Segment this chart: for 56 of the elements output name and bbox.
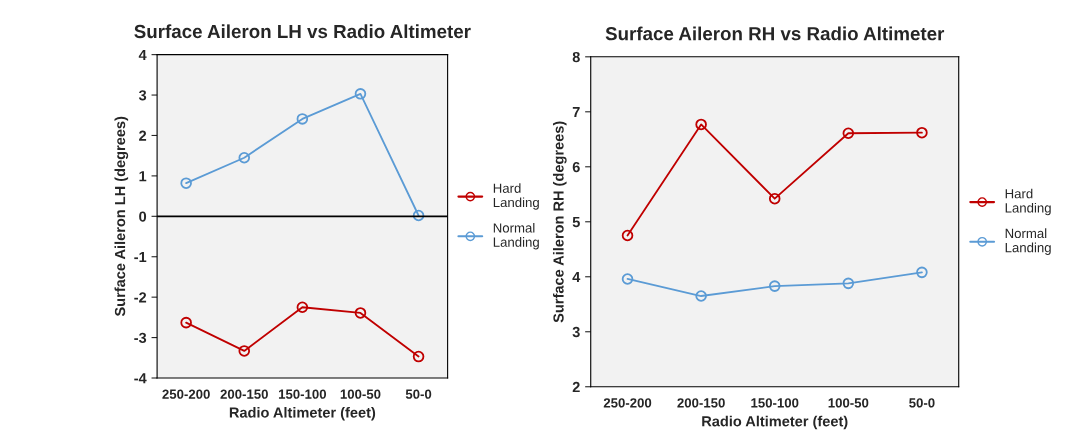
x-tick-label: 200-150 (220, 389, 268, 399)
y-tick-label: 3 (138, 90, 147, 101)
y-tick-label: 2 (139, 130, 147, 141)
point (916, 266, 928, 279)
point (180, 316, 192, 329)
legend-label: Normal Landing (493, 222, 539, 250)
point (238, 151, 251, 164)
y-tick-label: -1 (134, 251, 147, 263)
y-tick-label: -4 (134, 373, 147, 384)
point (621, 229, 634, 242)
point (238, 345, 251, 357)
y-tick-label: 0 (139, 211, 147, 222)
x-tick-label: 200-150 (677, 398, 725, 408)
x-axis-title: Radio Altimeter (feet) (229, 406, 376, 421)
y-tick-label: 3 (572, 326, 580, 338)
legend-label: Normal Landing (1005, 228, 1051, 255)
point (354, 88, 367, 100)
y-axis-title: Surface Aileron RH (degrees) (552, 121, 567, 323)
x-tick-label: 250-200 (603, 398, 652, 408)
legend-label: Hard Landing (493, 183, 539, 210)
y-tick-label: -2 (134, 292, 147, 303)
y-tick-label: 4 (572, 272, 581, 283)
x-tick-label: 100-50 (828, 398, 869, 408)
point (296, 301, 309, 314)
chart-title: Surface Aileron RH vs Radio Altimeter (605, 26, 945, 41)
point (916, 126, 928, 139)
point (768, 280, 781, 292)
y-axis-title: Surface Aileron LH (degrees) (114, 116, 129, 317)
x-tick-label: 150-100 (278, 389, 327, 399)
y-tick-label: 1 (139, 171, 147, 182)
point (695, 290, 707, 302)
y-tick-label: 7 (572, 107, 580, 118)
x-tick-label: 150-100 (751, 398, 799, 408)
chart-title: Surface Aileron LH vs Radio Altimeter (134, 24, 471, 39)
y-tick-label: 8 (572, 51, 580, 63)
x-tick-label: 50-0 (909, 398, 935, 408)
y-tick-label: 4 (138, 49, 147, 60)
x-axis-title: Radio Altimeter (feet) (702, 415, 848, 430)
point (180, 177, 192, 189)
point (412, 350, 425, 363)
point (842, 127, 855, 140)
y-tick-label: 2 (572, 381, 580, 393)
x-tick-label: 50-0 (405, 389, 432, 399)
point (354, 307, 367, 319)
y-tick-label: 6 (572, 161, 580, 173)
legend-label: Hard Landing (1005, 188, 1051, 216)
point (695, 118, 707, 131)
point (412, 209, 425, 222)
point (768, 192, 781, 205)
x-tick-label: 100-50 (340, 389, 381, 399)
point (296, 113, 309, 125)
x-tick-label: 250-200 (162, 389, 210, 399)
point (842, 277, 855, 290)
y-tick-label: 5 (572, 217, 580, 228)
y-tick-label: -3 (134, 332, 147, 344)
point (621, 273, 634, 285)
